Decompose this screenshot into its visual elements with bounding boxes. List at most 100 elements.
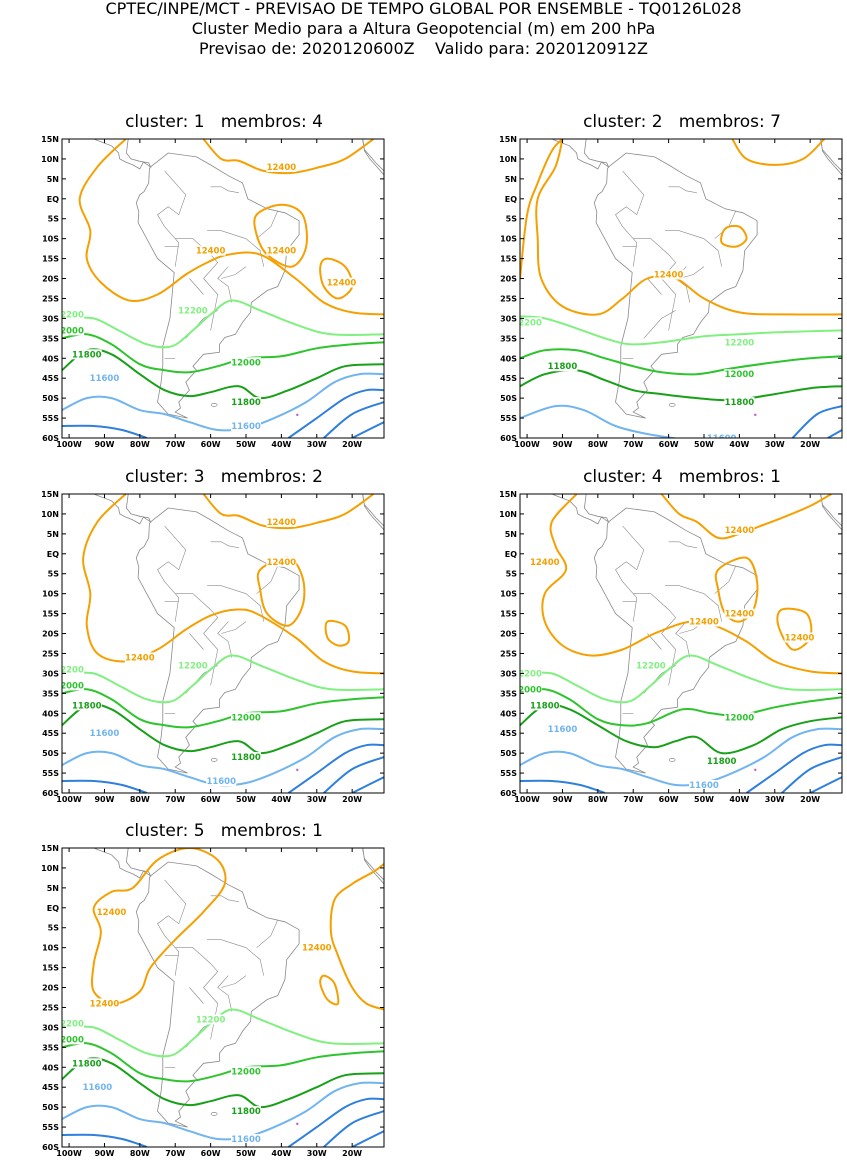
contour-label-bg — [62, 1018, 85, 1029]
isoline-low — [520, 727, 842, 787]
contour-label: 12000 — [54, 1035, 84, 1045]
contour-label-bg — [177, 305, 208, 316]
isoline-12400 — [78, 139, 384, 316]
lat-label: 50S — [42, 1103, 59, 1112]
border-line — [210, 541, 239, 549]
contour-label: 11600 — [90, 374, 120, 384]
lat-label: 20S — [42, 630, 59, 639]
lat-label: 55S — [42, 769, 59, 778]
lat-label: 10N — [41, 864, 59, 873]
lat-label: EQ — [47, 195, 59, 204]
isoline-low — [287, 743, 384, 793]
contour-label: 11600 — [689, 781, 719, 791]
lat-label: 25S — [500, 649, 517, 658]
coastline — [593, 507, 758, 774]
map-panel-4: 12400 12400 12400 12400 12400 12200 12200 12000… — [499, 490, 843, 804]
panel-title-4: cluster: 4 membros: 1 — [583, 467, 781, 487]
border-line — [665, 585, 722, 622]
lon-label: 40W — [729, 795, 749, 804]
contour-label: 11600 — [90, 729, 120, 739]
lat-label: EQ — [47, 904, 59, 913]
lat-label: 15S — [42, 255, 59, 264]
lon-label: 70W — [165, 1149, 185, 1158]
contour-label: 11800 — [707, 757, 737, 767]
contour-label: 11800 — [231, 753, 261, 763]
contour-label: 12000 — [725, 370, 755, 380]
coastline — [93, 139, 152, 170]
contour-label-bg — [689, 780, 719, 791]
border-line — [189, 633, 204, 650]
lat-label: 15S — [500, 610, 517, 619]
lat-label: 30S — [42, 669, 59, 678]
lat-label: 35S — [42, 1043, 59, 1052]
isoline-low — [323, 756, 384, 793]
contour-label-bg — [62, 309, 85, 320]
isoline-11800 — [520, 703, 842, 755]
lon-label: 90W — [552, 795, 572, 804]
isoline-low — [287, 1097, 384, 1147]
isoline-low — [323, 1110, 384, 1147]
contour-label-bg — [124, 652, 155, 663]
contour-label: 11800 — [231, 1107, 261, 1117]
lat-label: EQ — [505, 550, 517, 559]
lat-label: 10S — [500, 590, 517, 599]
isoline-12400 — [731, 139, 826, 166]
contour-label: 11600 — [548, 725, 578, 735]
lat-label: 45S — [42, 1083, 59, 1092]
lon-label: 60W — [659, 440, 679, 449]
isoline-12200 — [69, 299, 384, 349]
coastline — [93, 494, 152, 525]
lon-label: 80W — [130, 795, 150, 804]
isoline-12000 — [520, 348, 842, 376]
border-line — [210, 186, 239, 194]
contour-label-bg — [724, 369, 755, 380]
lat-label: 15S — [42, 610, 59, 619]
contour-label-bg — [62, 325, 85, 336]
map-frame — [61, 138, 385, 439]
lon-label: 50W — [236, 440, 256, 449]
lat-label: 10S — [42, 235, 59, 244]
contour-label: 12200 — [512, 669, 542, 679]
isoline-12400 — [535, 139, 842, 316]
lat-label: 55S — [500, 769, 517, 778]
contour-label-bg — [547, 361, 578, 372]
isoline-low — [62, 1133, 148, 1147]
coastline — [362, 848, 384, 885]
lon-label: 80W — [588, 440, 608, 449]
border-line — [643, 310, 676, 339]
contour-label: 12400 — [267, 518, 297, 528]
contour-label-bg — [71, 1058, 102, 1069]
contour-label: 12000 — [725, 713, 755, 723]
contour-label: 12400 — [689, 618, 719, 628]
lat-label: 45S — [500, 374, 517, 383]
lon-label: 100W — [56, 1149, 82, 1158]
coastline — [135, 507, 300, 774]
lat-label: 5N — [47, 884, 59, 893]
lon-label: 50W — [694, 440, 714, 449]
lat-label: 50S — [500, 749, 517, 758]
lat-label: 20S — [500, 275, 517, 284]
lon-label: 30W — [307, 1149, 327, 1158]
map-panel-5: 12400 12400 12400 12200 12200 12000 11800 12000… — [41, 844, 385, 1158]
isoline-12400 — [319, 257, 354, 300]
contour-label: 12200 — [178, 661, 208, 671]
contour-label: 11800 — [231, 398, 261, 408]
lat-label: 10S — [500, 235, 517, 244]
lon-label: 70W — [623, 795, 643, 804]
contour-label-bg — [266, 161, 297, 172]
map-panel-2: 12400 12200 12200 11800 12000 11800 11600 15N 10… — [499, 135, 843, 449]
lat-label: 5N — [505, 530, 517, 539]
lat-label: 35S — [500, 689, 517, 698]
contour-label: 11600 — [83, 1083, 113, 1093]
contour-label-bg — [301, 942, 332, 953]
lat-label: 45S — [500, 729, 517, 738]
contour-label: 12400 — [97, 908, 127, 918]
contour-label-bg — [784, 632, 815, 643]
contour-label-bg — [724, 397, 755, 408]
lon-label: 90W — [94, 440, 114, 449]
lat-label: EQ — [505, 195, 517, 204]
coastline — [93, 848, 152, 879]
contour-label-bg — [71, 700, 102, 711]
contour-label: 12400 — [267, 163, 297, 173]
contour-label-bg — [724, 524, 755, 535]
